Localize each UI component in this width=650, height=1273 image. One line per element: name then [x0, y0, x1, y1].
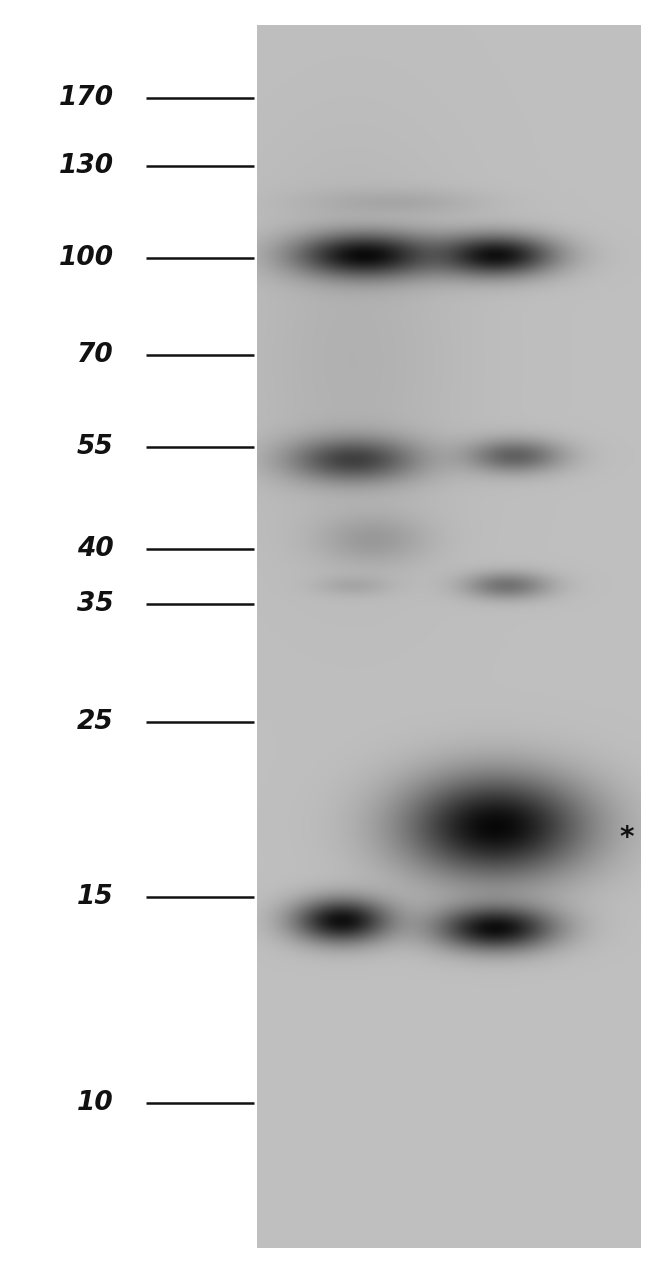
Text: 35: 35 [77, 591, 114, 616]
Text: 40: 40 [77, 536, 114, 561]
Text: 70: 70 [77, 342, 114, 368]
Bar [257, 25, 640, 1248]
Text: 10: 10 [77, 1091, 114, 1116]
Text: 25: 25 [77, 709, 114, 735]
Text: 100: 100 [58, 244, 114, 271]
Text: 130: 130 [58, 153, 114, 179]
Text: 170: 170 [58, 84, 114, 111]
Text: *: * [619, 824, 634, 852]
Text: 15: 15 [77, 883, 114, 910]
Text: 55: 55 [77, 434, 114, 460]
